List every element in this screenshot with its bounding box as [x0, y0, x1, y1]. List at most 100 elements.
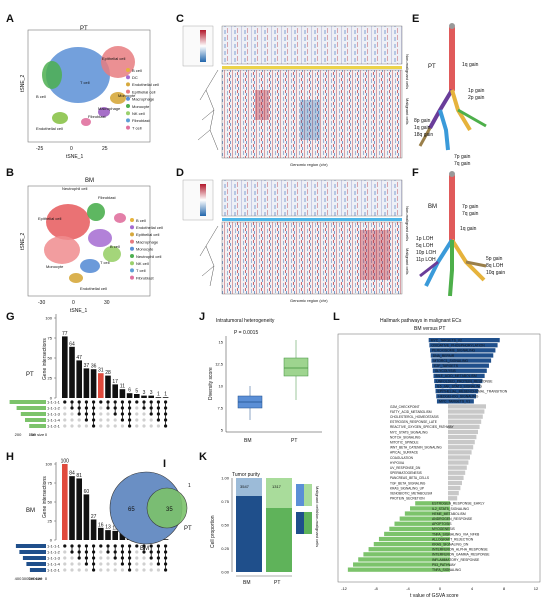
y-tick-label: 10	[219, 384, 224, 389]
matrix-dot	[142, 412, 146, 416]
matrix-dot	[142, 562, 146, 566]
pathway-label: UV_RESPONSE_DN	[390, 466, 421, 470]
panel-a-cluster-label-6: Endothelial cell	[36, 126, 63, 131]
panel-k-xtick-pt: PT	[274, 580, 280, 586]
pathway-bar	[448, 409, 485, 414]
legend-swatch	[126, 96, 130, 101]
set-size-bar	[16, 406, 46, 410]
intersection-bar	[90, 519, 97, 540]
panel-d-xlabel: Genomic region (chr)	[290, 298, 328, 303]
intersection-bar	[83, 368, 90, 398]
legend-swatch	[126, 89, 130, 94]
pathway-label: SPERMATOGENESIS	[390, 471, 422, 475]
matrix-dot	[63, 544, 67, 548]
pathway-label: MITOTIC_SPINDLE	[390, 441, 418, 445]
legend-label: Macrophage	[132, 97, 155, 102]
panel-a-title: PT	[80, 26, 88, 32]
matrix-dot	[99, 418, 103, 422]
set-name-label: 1-1-1-3	[47, 556, 61, 561]
panel-k-legend-1: Malignant cells	[315, 486, 320, 512]
y-tick-label: 0	[50, 396, 53, 401]
panel-k-pt-top: 1317	[272, 484, 282, 489]
matrix-dot	[135, 424, 139, 428]
pathway-label: P53_PATHWAY	[432, 563, 457, 567]
panel-h-ylabel: Gene intersections	[42, 476, 48, 518]
pathway-bar	[434, 383, 481, 389]
panel-k-stacked-bars: Tumor purity Cell proportion 0.00 0.25 0.5…	[210, 472, 320, 586]
legend-label: Endothelial cell	[132, 82, 159, 87]
pathway-label: EPITHELIAL_MESENCHYMAL_TRANSITION	[438, 390, 508, 394]
panel-k-ylabel: Cell proportion	[210, 515, 216, 548]
panel-h-set-label: Set size	[28, 576, 43, 581]
pathway-label: HEME_METABOLISM	[432, 512, 466, 516]
pathway-bar	[448, 450, 472, 455]
y-tick-label: 25	[48, 519, 53, 524]
intersection-bar	[105, 375, 111, 398]
bar-value-label: 1	[164, 392, 167, 398]
bar-value-label: 100	[61, 459, 70, 465]
pathway-label: PANCREAS_BETA_CELLS	[390, 476, 429, 480]
panel-f-label-8: 5p gain	[486, 256, 503, 262]
matrix-dot	[113, 568, 117, 572]
pathway-label: OXIDATIVE_PHOSPHORYLATION	[431, 344, 485, 348]
matrix-dot	[142, 568, 146, 572]
matrix-dot	[149, 418, 153, 422]
panel-b-cluster-label-1: Neutrophil cell	[62, 186, 87, 191]
set-size-bar	[9, 400, 47, 404]
pathway-bar	[434, 378, 483, 384]
panel-a-cluster-label-5: Fibroblast	[88, 114, 106, 119]
pathway-bar	[404, 511, 450, 516]
pathway-bar	[378, 536, 450, 542]
pathway-bar	[429, 343, 498, 348]
legend-swatch	[126, 104, 130, 108]
panel-g-set-sizes: 1-1-1-11-1-1-21-1-1-31-1-1-41-1-2-1 200 10…	[9, 400, 61, 437]
panel-letter-d: D	[176, 167, 184, 179]
matrix-dot	[135, 556, 139, 560]
pathway-label: NOTCH_SIGNALING	[390, 435, 421, 439]
pathway-label: ESTROGEN_RESPONSE_LATE	[390, 420, 437, 424]
panel-c-cnv-heatmap: Non-malignant cells Malignant cells Geno…	[182, 25, 410, 167]
panel-e-label-4: 8p gain	[414, 118, 431, 124]
panel-b-cluster-label-7: T cell	[100, 260, 110, 265]
matrix-dot	[149, 424, 153, 428]
intersection-bar	[119, 389, 126, 398]
bar-value-label: 28	[105, 370, 111, 376]
matrix-dot	[142, 424, 146, 428]
legend-label: Neutrophil cell	[136, 254, 161, 259]
pathway-label: TNFA_SIGNALING_VIA_NFKB	[432, 532, 480, 536]
matrix-dot	[135, 412, 139, 416]
matrix-dot	[99, 400, 103, 404]
panel-b-title: BM	[85, 178, 94, 184]
pathway-bar	[448, 455, 470, 460]
pathway-label: MYC_TARGETS_V1	[439, 400, 470, 404]
panel-b-xtick-1: -30	[38, 300, 45, 306]
intersection-bar	[69, 346, 75, 398]
set-name-label: 1-1-1-4	[47, 562, 61, 567]
pathway-label: PEROXISOME_SIGNALING	[432, 349, 476, 353]
pathway-label: HEDGEHOG_SIGNALING	[438, 395, 478, 399]
pathway-bar	[448, 419, 482, 424]
pathway-label: E2F_TARGETS	[434, 364, 459, 368]
pathway-bar	[363, 552, 450, 557]
x-tick-label: 4	[471, 586, 474, 591]
set-name-label: 1-1-1-1	[47, 544, 61, 549]
panel-b-legend: B cell Endothelial cell Epithelial cell Mac…	[130, 218, 163, 280]
panel-f-label-1: 7p gain	[462, 204, 479, 210]
matrix-dot	[135, 550, 139, 554]
intersection-bar	[98, 373, 104, 398]
panel-e-label-2: 1p gain	[468, 88, 485, 94]
bar-value-label: 16	[98, 522, 104, 528]
panel-i-pt-circle	[146, 487, 188, 529]
panel-f-label-2: 7q gain	[462, 211, 479, 217]
panel-a-xtick-3: 25	[102, 146, 108, 152]
matrix-dot	[77, 418, 81, 422]
y-tick-label: 0.75	[221, 499, 230, 504]
panel-letter-b: B	[6, 167, 14, 179]
matrix-dot	[70, 412, 74, 416]
pathway-label: IL6_JAK_STAT3_SIGNALING	[437, 384, 482, 388]
x-tick-label: 12	[534, 586, 539, 591]
intersection-bar	[98, 527, 104, 540]
legend-swatch	[130, 268, 134, 273]
panel-c-heatmap-top	[221, 25, 403, 65]
panel-d-heatmap-top	[221, 179, 403, 217]
